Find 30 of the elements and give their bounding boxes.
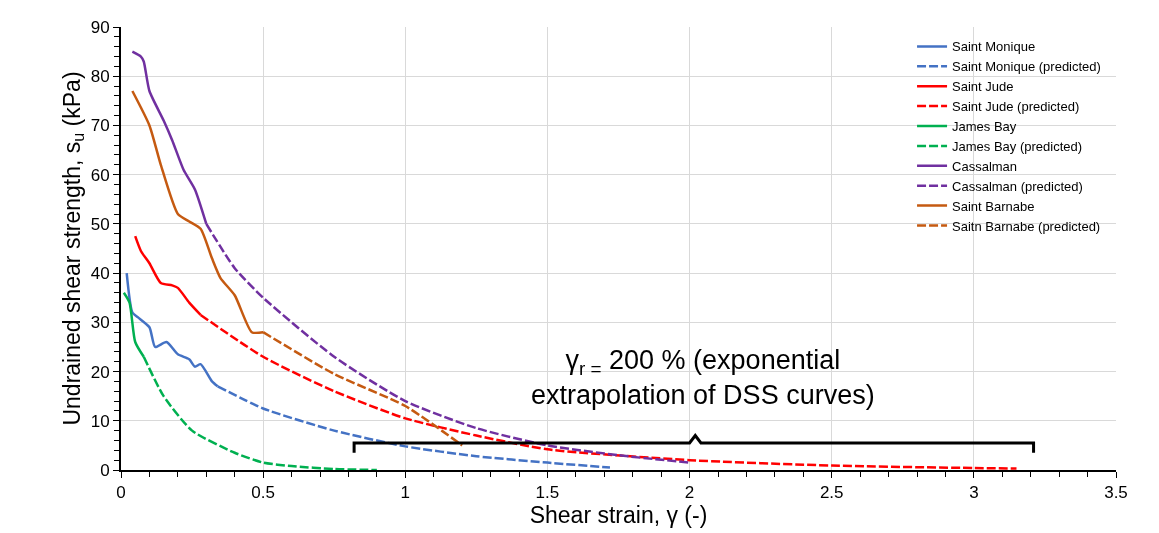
legend-label: Saint Jude bbox=[952, 79, 1014, 95]
y-tick-label: 80 bbox=[90, 67, 110, 87]
y-tick-label: 40 bbox=[90, 264, 110, 284]
y-tick-label: 20 bbox=[90, 362, 110, 382]
legend-label: Saitn Barnabe (predicted) bbox=[952, 218, 1101, 234]
x-tick-label: 3 bbox=[969, 483, 979, 503]
legend-label: James Bay bbox=[952, 119, 1017, 135]
x-tick-label: 0.5 bbox=[251, 483, 275, 503]
legend-label: Saint Monique bbox=[952, 39, 1036, 55]
legend-label: Saint Jude (predicted) bbox=[952, 99, 1080, 115]
x-tick-label: 3.5 bbox=[1104, 483, 1128, 503]
y-tick-label: 50 bbox=[90, 214, 110, 234]
y-tick-label: 70 bbox=[90, 116, 110, 136]
legend-label: Saint Monique (predicted) bbox=[952, 59, 1101, 75]
x-tick-label: 2.5 bbox=[819, 483, 844, 503]
y-tick-label: 0 bbox=[100, 460, 110, 480]
legend-label: Saint Barnabe bbox=[952, 198, 1035, 214]
annotation: γ$_{r =}$ 200 % (exponential extrapolation of DSS curves) bbox=[531, 345, 875, 411]
y-tick-label: 90 bbox=[90, 17, 110, 37]
x-axis-title: Shear strain, γ (-) bbox=[529, 502, 708, 529]
y-tick-label: 10 bbox=[90, 411, 110, 431]
x-tick-label: 1.5 bbox=[535, 483, 560, 503]
legend-label: Cassalman (predicted) bbox=[952, 178, 1083, 194]
y-tick-label: 60 bbox=[90, 165, 110, 185]
x-tick-label: 1 bbox=[400, 483, 411, 503]
x-tick-label: 0 bbox=[116, 483, 126, 503]
legend-label: Cassalman bbox=[952, 158, 1018, 174]
x-tick-label: 2 bbox=[684, 483, 695, 503]
legend-label: James Bay (predicted) bbox=[952, 138, 1083, 154]
y-tick-label: 30 bbox=[90, 313, 110, 333]
